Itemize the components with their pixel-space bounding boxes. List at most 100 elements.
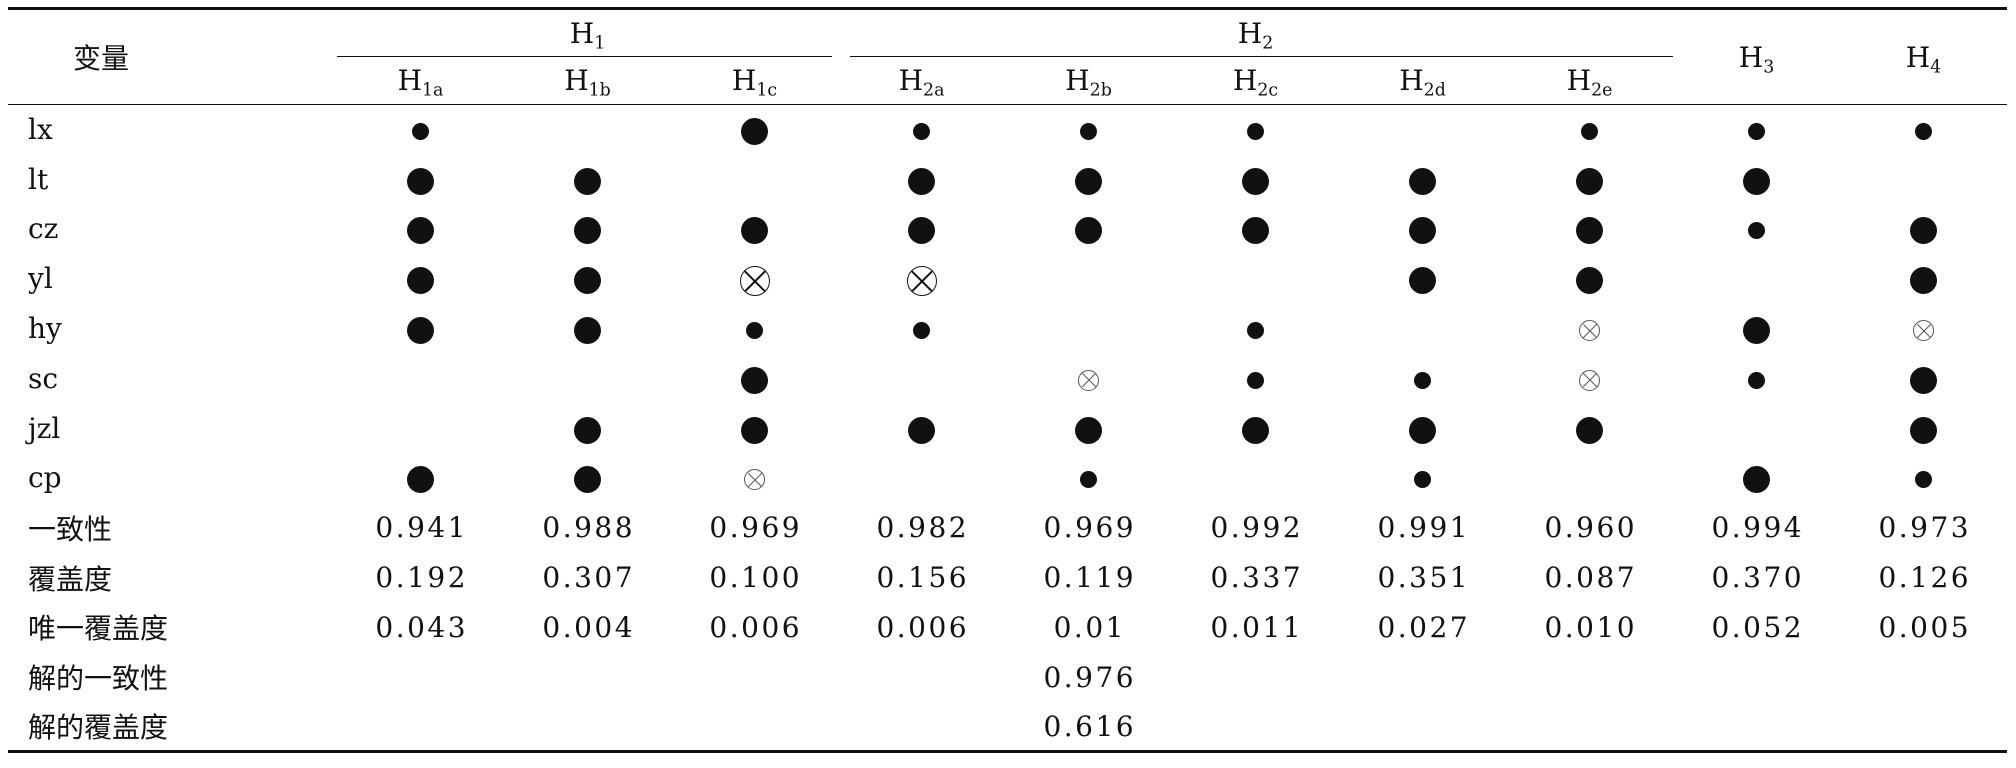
configuration-cell: [1339, 154, 1506, 204]
empty-cell: [1339, 304, 1506, 354]
solution-row-label: 解的一致性: [28, 662, 169, 696]
core-present-circle-icon: [741, 118, 769, 146]
empty-cell: [504, 105, 671, 155]
value-text: 0.011: [1210, 610, 1304, 644]
header-subscript: 1: [594, 33, 606, 54]
value-cell: 0.119: [1005, 553, 1172, 603]
peripheral-present-circle-icon: [1915, 123, 1933, 141]
core-present-circle-icon: [741, 366, 769, 394]
header-subscript: 1a: [422, 80, 444, 101]
configuration-cell: [337, 304, 504, 354]
empty-cell: [337, 403, 504, 453]
group-header-h1: H1: [337, 9, 838, 57]
core-present-circle-icon: [1910, 366, 1938, 394]
configuration-cell: [1339, 254, 1506, 304]
condition-label: yl: [28, 262, 53, 296]
empty-cell: [1506, 702, 1673, 752]
table-header: 变量 H1 H2 H3 H4 H1a H1b H1c H2a H2b H2c H…: [8, 8, 2008, 105]
core-present-circle-icon: [1242, 217, 1270, 245]
configuration-cell: [1673, 453, 1840, 503]
header-subscript: 2d: [1423, 80, 1446, 101]
group-header-h2: H2: [838, 9, 1674, 57]
configuration-cell: [504, 453, 671, 503]
value-text: 0.006: [876, 610, 970, 644]
value-cell: 0.351: [1339, 553, 1506, 603]
empty-cell: [838, 652, 1005, 702]
empty-cell: [838, 453, 1005, 503]
value-cell: 0.960: [1506, 503, 1673, 553]
configuration-cell: [504, 204, 671, 254]
peripheral-present-circle-icon: [1748, 371, 1766, 389]
column-header-h4: H4: [1840, 8, 2008, 105]
core-present-circle-icon: [1409, 217, 1437, 245]
core-present-circle-icon: [1576, 267, 1604, 295]
column-header-h2b: H2b: [1005, 56, 1173, 105]
empty-cell: [1339, 105, 1506, 155]
header-main: H: [1738, 40, 1764, 74]
configuration-cell: [1172, 154, 1339, 204]
value-cell: 0.973: [1840, 503, 2007, 553]
value-cell: 0.992: [1172, 503, 1339, 553]
condition-label: hy: [28, 312, 62, 346]
solution-row: 解的一致性 0.976: [8, 652, 2007, 702]
empty-cell: [838, 702, 1005, 752]
empty-cell: [504, 652, 671, 702]
configuration-cell: [1172, 403, 1339, 453]
column-header-h1b: H1b: [504, 56, 671, 105]
value-text: 0.994: [1711, 511, 1805, 545]
configuration-cell: [1339, 453, 1506, 503]
column-header-h1a: H1a: [337, 56, 504, 105]
value-cell: 0.006: [671, 602, 838, 652]
peripheral-present-circle-icon: [913, 322, 931, 340]
peripheral-present-circle-icon: [1414, 371, 1432, 389]
configuration-cell: [671, 304, 838, 354]
configuration-cell: [838, 105, 1005, 155]
empty-cell: [1673, 702, 1840, 752]
empty-cell: [1172, 652, 1339, 702]
value-text: 0.960: [1544, 511, 1638, 545]
configuration-cell: [1005, 204, 1172, 254]
core-present-circle-icon: [407, 317, 434, 345]
condition-row: cz: [8, 204, 2007, 254]
configuration-cell: [504, 304, 671, 354]
peripheral-present-circle-icon: [1080, 471, 1098, 489]
empty-cell: [1339, 652, 1506, 702]
value-text: 0.052: [1711, 610, 1805, 644]
peripheral-present-circle-icon: [1581, 123, 1599, 141]
core-present-circle-icon: [1075, 167, 1103, 195]
core-present-circle-icon: [1576, 217, 1604, 245]
solution-row: 解的覆盖度 0.616: [8, 702, 2007, 752]
value-text: 0.941: [375, 511, 469, 545]
header-main: H: [569, 16, 595, 50]
value-cell: 0.307: [504, 553, 671, 603]
configuration-cell: [1339, 353, 1506, 403]
condition-label: jzl: [28, 411, 61, 445]
core-present-circle-icon: [407, 466, 434, 494]
value-text: 0.156: [876, 561, 970, 595]
peripheral-absent-circle-icon: [1579, 320, 1601, 342]
core-present-circle-icon: [1576, 416, 1604, 444]
configuration-cell: [1339, 204, 1506, 254]
core-present-circle-icon: [574, 167, 601, 195]
condition-label: lt: [28, 162, 49, 196]
configuration-cell: [1840, 204, 2007, 254]
empty-cell: [1840, 154, 2007, 204]
peripheral-absent-circle-icon: [744, 469, 766, 491]
column-header-h1c: H1c: [671, 56, 839, 105]
condition-row: jzl: [8, 403, 2007, 453]
column-header-h2a: H2a: [838, 56, 1006, 105]
configuration-cell: [1005, 453, 1172, 503]
configuration-cell: [504, 154, 671, 204]
core-present-circle-icon: [908, 416, 936, 444]
header-main: H: [1237, 16, 1263, 50]
configuration-cell: [1506, 154, 1673, 204]
empty-cell: [504, 353, 671, 403]
condition-row: lt: [8, 154, 2007, 204]
header-subscript: 2: [1262, 33, 1274, 54]
empty-cell: [1172, 254, 1339, 304]
core-present-circle-icon: [407, 217, 434, 245]
value-text: 0.982: [876, 511, 970, 545]
configuration-cell: [504, 254, 671, 304]
peripheral-absent-circle-icon: [1579, 369, 1601, 391]
core-present-circle-icon: [574, 217, 601, 245]
